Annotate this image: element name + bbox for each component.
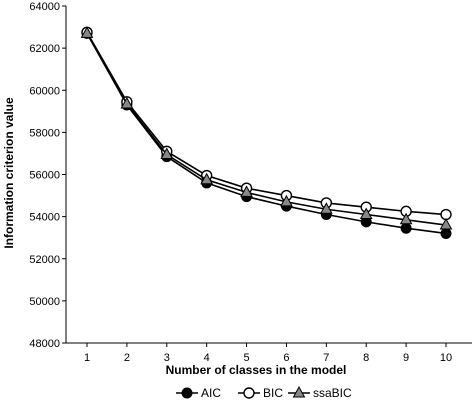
point-ssabic — [399, 212, 413, 225]
y-tick-label: 50000 — [29, 296, 60, 308]
legend-label-ssabic: ssaBIC — [313, 386, 352, 400]
x-tick-label: 2 — [124, 352, 130, 364]
x-tick-label: 7 — [323, 352, 329, 364]
legend-marker-aic — [181, 387, 193, 399]
y-tick-label: 54000 — [29, 212, 60, 224]
point-ssabic — [439, 218, 453, 230]
series-line-ssabic — [86, 32, 447, 226]
legend: AIC BIC ssaBIC — [176, 385, 352, 400]
series-aic — [81, 27, 452, 239]
y-tick-label: 64000 — [29, 1, 60, 13]
x-tick-label: 6 — [283, 352, 289, 364]
point-ssabic — [359, 207, 373, 220]
y-axis-title: Information criterion value — [2, 97, 16, 249]
x-tick-label: 4 — [204, 352, 210, 364]
legend-label-aic: AIC — [201, 386, 221, 400]
series-bic — [81, 26, 452, 221]
x-tick-label: 5 — [243, 352, 249, 364]
point-ssabic — [319, 202, 333, 214]
point-aic — [440, 227, 452, 239]
legend-label-bic: BIC — [263, 386, 283, 400]
x-tick-label: 10 — [440, 352, 452, 364]
x-tick-label: 9 — [403, 352, 409, 364]
x-tick-label: 3 — [164, 352, 170, 364]
point-ssabic — [120, 96, 134, 109]
series-line-aic — [86, 32, 447, 235]
point-ssabic — [280, 194, 293, 207]
x-tick-label: 1 — [84, 352, 90, 364]
y-tick-label: 62000 — [29, 43, 60, 55]
series-line-bic — [86, 31, 447, 216]
point-ssabic — [240, 185, 253, 197]
y-tick-label: 58000 — [29, 127, 60, 139]
x-tick-label: 8 — [363, 352, 369, 364]
y-tick-label: 48000 — [29, 338, 60, 350]
y-tick-label: 60000 — [29, 85, 60, 97]
point-ssabic — [160, 147, 174, 159]
point-ssabic — [200, 172, 214, 185]
axes — [62, 5, 472, 347]
y-tick-label: 56000 — [29, 170, 60, 182]
x-axis-title: Number of classes in the model — [166, 363, 347, 377]
tick-labels: 48000 50000 52000 54000 56000 58000 60000 62000… — [29, 1, 452, 364]
series-ssabic — [80, 26, 453, 230]
legend-marker-bic — [243, 387, 255, 399]
point-aic — [400, 222, 412, 234]
point-ssabic — [80, 26, 94, 38]
series-group — [80, 26, 453, 239]
y-tick-label: 52000 — [29, 254, 60, 266]
legend-marker-ssabic — [292, 385, 306, 398]
